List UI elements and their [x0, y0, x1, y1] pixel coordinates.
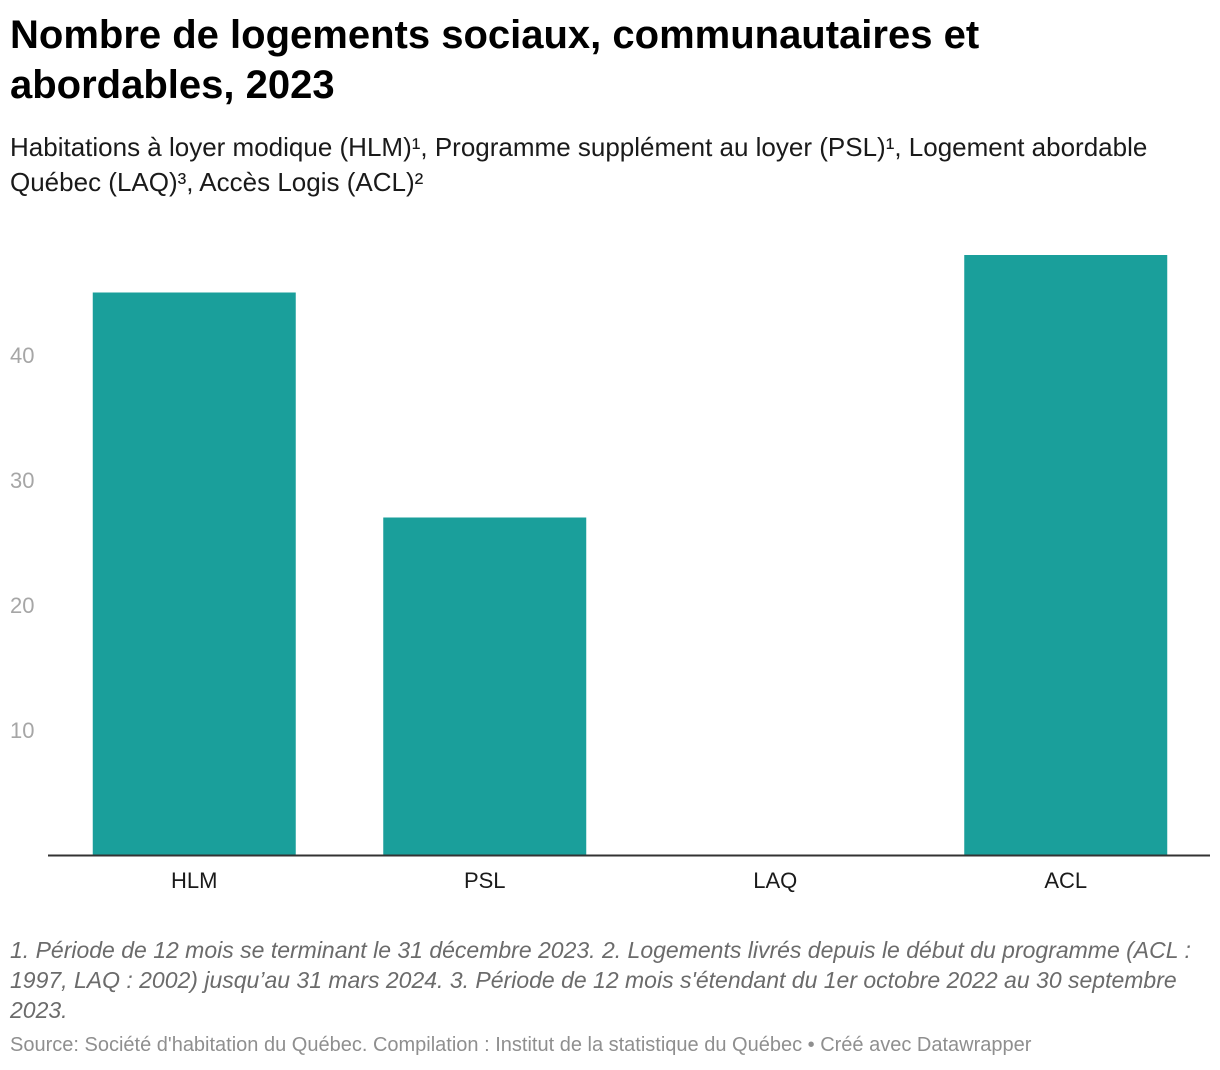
y-axis-ticks: 10 20 30 40: [10, 343, 34, 743]
y-tick-label: 10: [10, 718, 34, 743]
x-tick-label: HLM: [171, 868, 217, 893]
bar-acl: [964, 255, 1168, 855]
x-tick-label: ACL: [1044, 868, 1087, 893]
source-credit: Source: Société d'habitation du Québec. …: [10, 1034, 1032, 1056]
chart-title: Nombre de logements sociaux, communautai…: [10, 13, 980, 107]
bar-psl: [383, 517, 587, 855]
x-tick-label: PSL: [464, 868, 506, 893]
bar-hlm: [92, 292, 296, 855]
x-tick-label: LAQ: [753, 868, 797, 893]
y-tick-label: 20: [10, 593, 34, 618]
y-tick-label: 30: [10, 468, 34, 493]
footnotes: 1. Période de 12 mois se terminant le 31…: [10, 937, 1191, 1023]
bar-chart: 10 20 30 40 HLM PSL LAQ ACL: [10, 255, 1210, 893]
chart-subtitle: Habitations à loyer modique (HLM)¹, Prog…: [10, 132, 1148, 197]
bars: [92, 255, 1168, 855]
x-axis-labels: HLM PSL LAQ ACL: [171, 868, 1087, 893]
y-tick-label: 40: [10, 343, 34, 368]
